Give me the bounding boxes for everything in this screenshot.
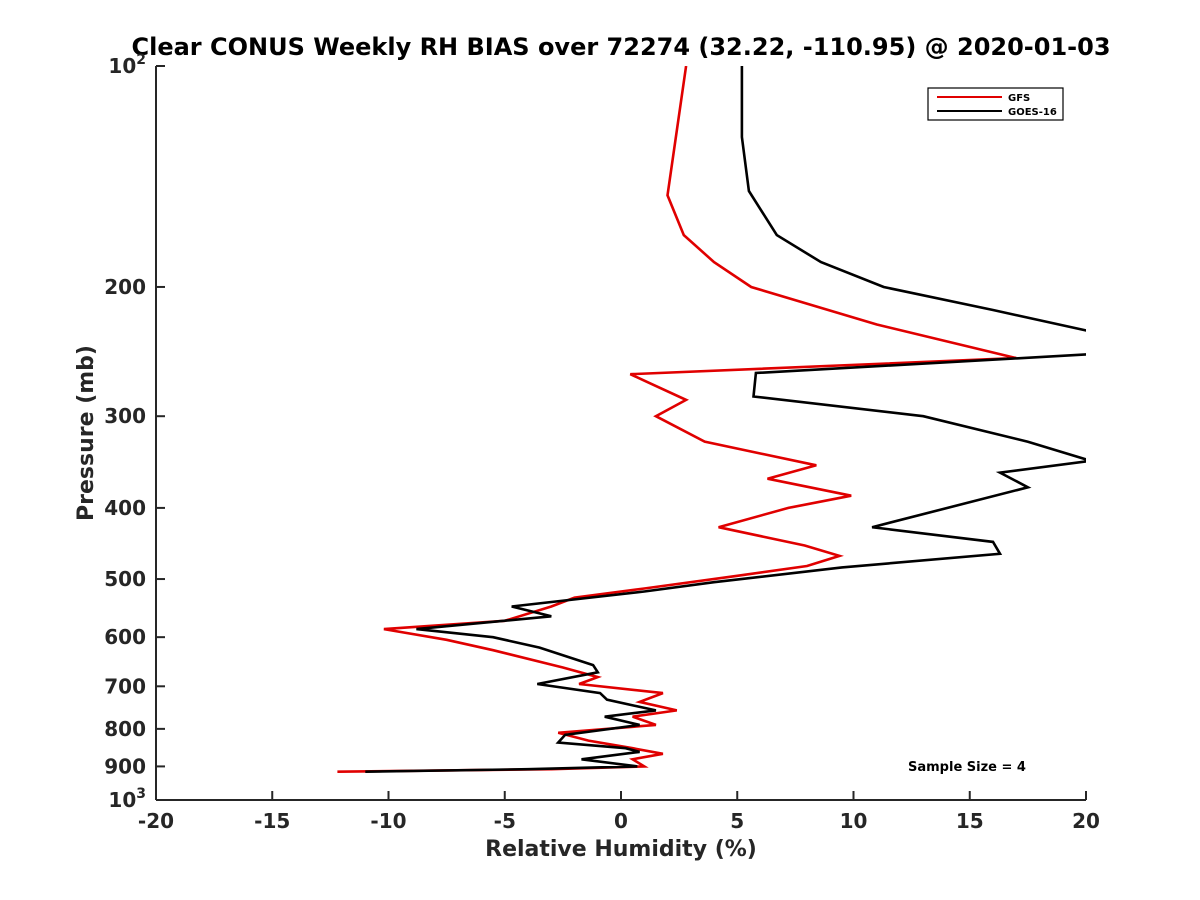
x-tick-label: 15 <box>956 809 984 833</box>
x-tick-label: 0 <box>614 809 628 833</box>
y-tick-label: 102 <box>108 52 146 78</box>
series-line-goes16 <box>365 66 1086 773</box>
x-tick-label: 20 <box>1072 809 1100 833</box>
y-tick-label: 900 <box>104 754 146 778</box>
x-tick-label: -10 <box>370 809 406 833</box>
plot-axes <box>155 65 1087 801</box>
y-axis-label: Pressure (mb) <box>74 345 99 521</box>
x-tick-label: 10 <box>840 809 868 833</box>
y-tick-label: 300 <box>104 404 146 428</box>
y-tick-label: 200 <box>104 275 146 299</box>
legend-label-goes16: GOES-16 <box>1008 107 1057 118</box>
legend: GFS GOES-16 <box>927 87 1064 121</box>
y-tick-label: 500 <box>104 567 146 591</box>
legend-box <box>927 87 1064 121</box>
y-tick-label: 800 <box>104 717 146 741</box>
chart-title: Clear CONUS Weekly RH BIAS over 72274 (3… <box>131 33 1110 61</box>
x-tick-label: -15 <box>254 809 290 833</box>
y-tick-label: 600 <box>104 625 146 649</box>
x-tick-labels: -20 -15 -10 -5 0 5 10 15 20 <box>138 809 1100 833</box>
y-tick-labels: 102 200 300 400 500 600 700 800 900 103 <box>104 52 146 812</box>
y-tick-label: 700 <box>104 674 146 698</box>
y-tick-label: 400 <box>104 496 146 520</box>
y-tick-label: 103 <box>108 786 146 812</box>
x-tick-label: 5 <box>730 809 744 833</box>
legend-label-gfs: GFS <box>1008 93 1030 104</box>
x-tick-label: -20 <box>138 809 174 833</box>
series-line-gfs <box>337 66 1017 773</box>
x-tick-label: -5 <box>494 809 516 833</box>
x-axis-label: Relative Humidity (%) <box>485 837 757 862</box>
sample-size-annotation: Sample Size = 4 <box>908 760 1026 775</box>
data-lines <box>337 66 1086 773</box>
